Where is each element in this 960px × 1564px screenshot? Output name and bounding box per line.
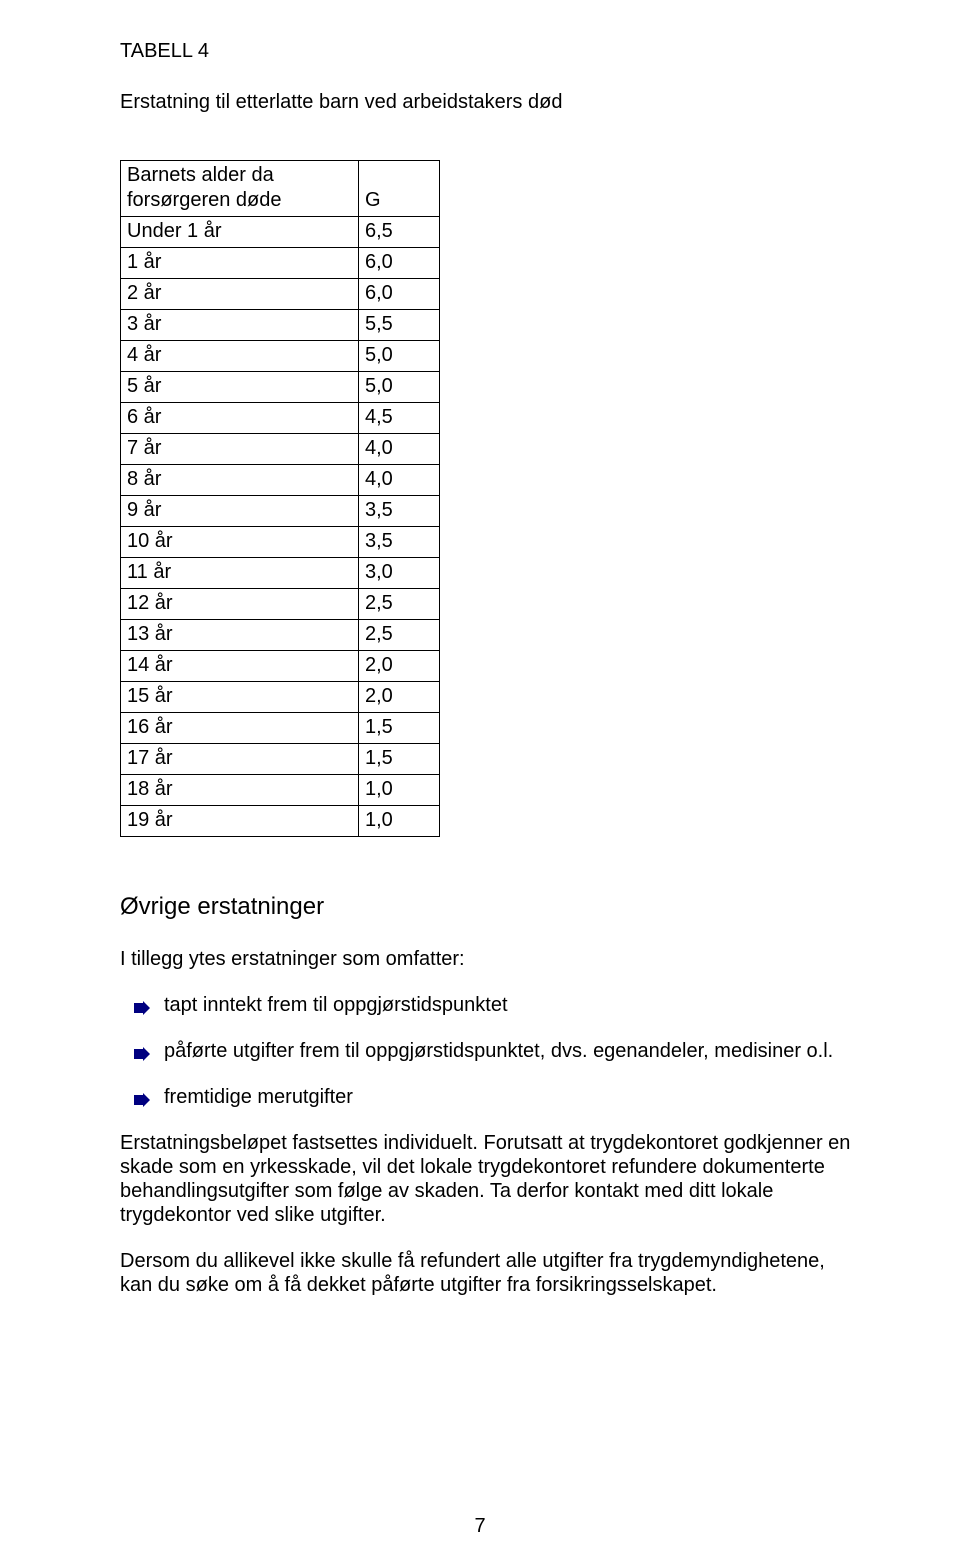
table-row: 17 år1,5: [121, 744, 440, 775]
arrow-icon: [134, 997, 150, 1011]
table-cell-label: 16 år: [121, 713, 359, 744]
list-item: tapt inntekt frem til oppgjørstidspunkte…: [120, 993, 860, 1017]
table-cell-value: 2,0: [359, 682, 440, 713]
table-row: 9 år3,5: [121, 496, 440, 527]
paragraph-1: Erstatningsbeløpet fastsettes individuel…: [120, 1131, 860, 1227]
table-cell-label: 18 år: [121, 775, 359, 806]
table-row: 16 år1,5: [121, 713, 440, 744]
intro-line: I tillegg ytes erstatninger som omfatter…: [120, 947, 860, 971]
paragraph-2: Dersom du allikevel ikke skulle få refun…: [120, 1249, 860, 1297]
table-cell-value: 5,0: [359, 372, 440, 403]
table-row: 13 år2,5: [121, 620, 440, 651]
table-cell-value: 1,0: [359, 775, 440, 806]
arrow-icon: [134, 1043, 150, 1057]
table-cell-label: 3 år: [121, 310, 359, 341]
table-row: 10 år3,5: [121, 527, 440, 558]
table-cell-label: 2 år: [121, 279, 359, 310]
table-cell-value: 1,5: [359, 713, 440, 744]
table-row: 12 år2,5: [121, 589, 440, 620]
table-row: 4 år5,0: [121, 341, 440, 372]
table-row: 5 år5,0: [121, 372, 440, 403]
table-cell-value: 6,0: [359, 248, 440, 279]
arrow-icon: [134, 1089, 150, 1103]
table-row: 15 år2,0: [121, 682, 440, 713]
table-cell-value: 3,0: [359, 558, 440, 589]
table-row: 7 år4,0: [121, 434, 440, 465]
table-cell-value: 4,0: [359, 465, 440, 496]
table-cell-label: 10 år: [121, 527, 359, 558]
table-row: 11 år3,0: [121, 558, 440, 589]
table-cell-label: 5 år: [121, 372, 359, 403]
table-header-col1: Barnets alder daforsørgeren døde: [121, 161, 359, 217]
table-row: 14 år2,0: [121, 651, 440, 682]
list-item-text: tapt inntekt frem til oppgjørstidspunkte…: [164, 994, 508, 1016]
table-cell-value: 3,5: [359, 527, 440, 558]
table-header-col2: G: [359, 161, 440, 217]
compensation-table: Barnets alder daforsørgeren dødeGUnder 1…: [120, 160, 440, 837]
table-cell-label: 19 år: [121, 806, 359, 837]
page-number: 7: [0, 1515, 960, 1538]
table-row: 8 år4,0: [121, 465, 440, 496]
table-cell-label: Under 1 år: [121, 217, 359, 248]
table-cell-value: 4,5: [359, 403, 440, 434]
table-cell-value: 5,5: [359, 310, 440, 341]
table-row: 1 år6,0: [121, 248, 440, 279]
table-cell-label: 14 år: [121, 651, 359, 682]
table-row: 3 år5,5: [121, 310, 440, 341]
table-cell-label: 9 år: [121, 496, 359, 527]
table-row: 19 år1,0: [121, 806, 440, 837]
table-row: 2 år6,0: [121, 279, 440, 310]
list-item-text: påførte utgifter frem til oppgjørstidspu…: [164, 1040, 833, 1062]
table-cell-value: 1,0: [359, 806, 440, 837]
table-subtitle: Erstatning til etterlatte barn ved arbei…: [120, 91, 860, 114]
table-cell-label: 17 år: [121, 744, 359, 775]
table-cell-value: 6,0: [359, 279, 440, 310]
document-page: TABELL 4 Erstatning til etterlatte barn …: [0, 0, 960, 1564]
table-cell-value: 6,5: [359, 217, 440, 248]
section-heading: Øvrige erstatninger: [120, 893, 860, 921]
table-row: 6 år4,5: [121, 403, 440, 434]
table-cell-label: 8 år: [121, 465, 359, 496]
table-cell-value: 1,5: [359, 744, 440, 775]
table-label: TABELL 4: [120, 40, 860, 63]
table-cell-label: 13 år: [121, 620, 359, 651]
table-cell-label: 7 år: [121, 434, 359, 465]
table-cell-value: 3,5: [359, 496, 440, 527]
table-cell-value: 2,5: [359, 620, 440, 651]
table-cell-value: 4,0: [359, 434, 440, 465]
table-cell-value: 2,5: [359, 589, 440, 620]
table-cell-label: 15 år: [121, 682, 359, 713]
list-item: fremtidige merutgifter: [120, 1085, 860, 1109]
table-cell-label: 1 år: [121, 248, 359, 279]
table-cell-label: 6 år: [121, 403, 359, 434]
table-cell-label: 4 år: [121, 341, 359, 372]
table-row: 18 år1,0: [121, 775, 440, 806]
list-item-text: fremtidige merutgifter: [164, 1086, 353, 1108]
table-cell-label: 11 år: [121, 558, 359, 589]
table-cell-value: 2,0: [359, 651, 440, 682]
table-row: Under 1 år6,5: [121, 217, 440, 248]
table-cell-label: 12 år: [121, 589, 359, 620]
bullet-list: tapt inntekt frem til oppgjørstidspunkte…: [120, 993, 860, 1109]
list-item: påførte utgifter frem til oppgjørstidspu…: [120, 1039, 860, 1063]
table-cell-value: 5,0: [359, 341, 440, 372]
